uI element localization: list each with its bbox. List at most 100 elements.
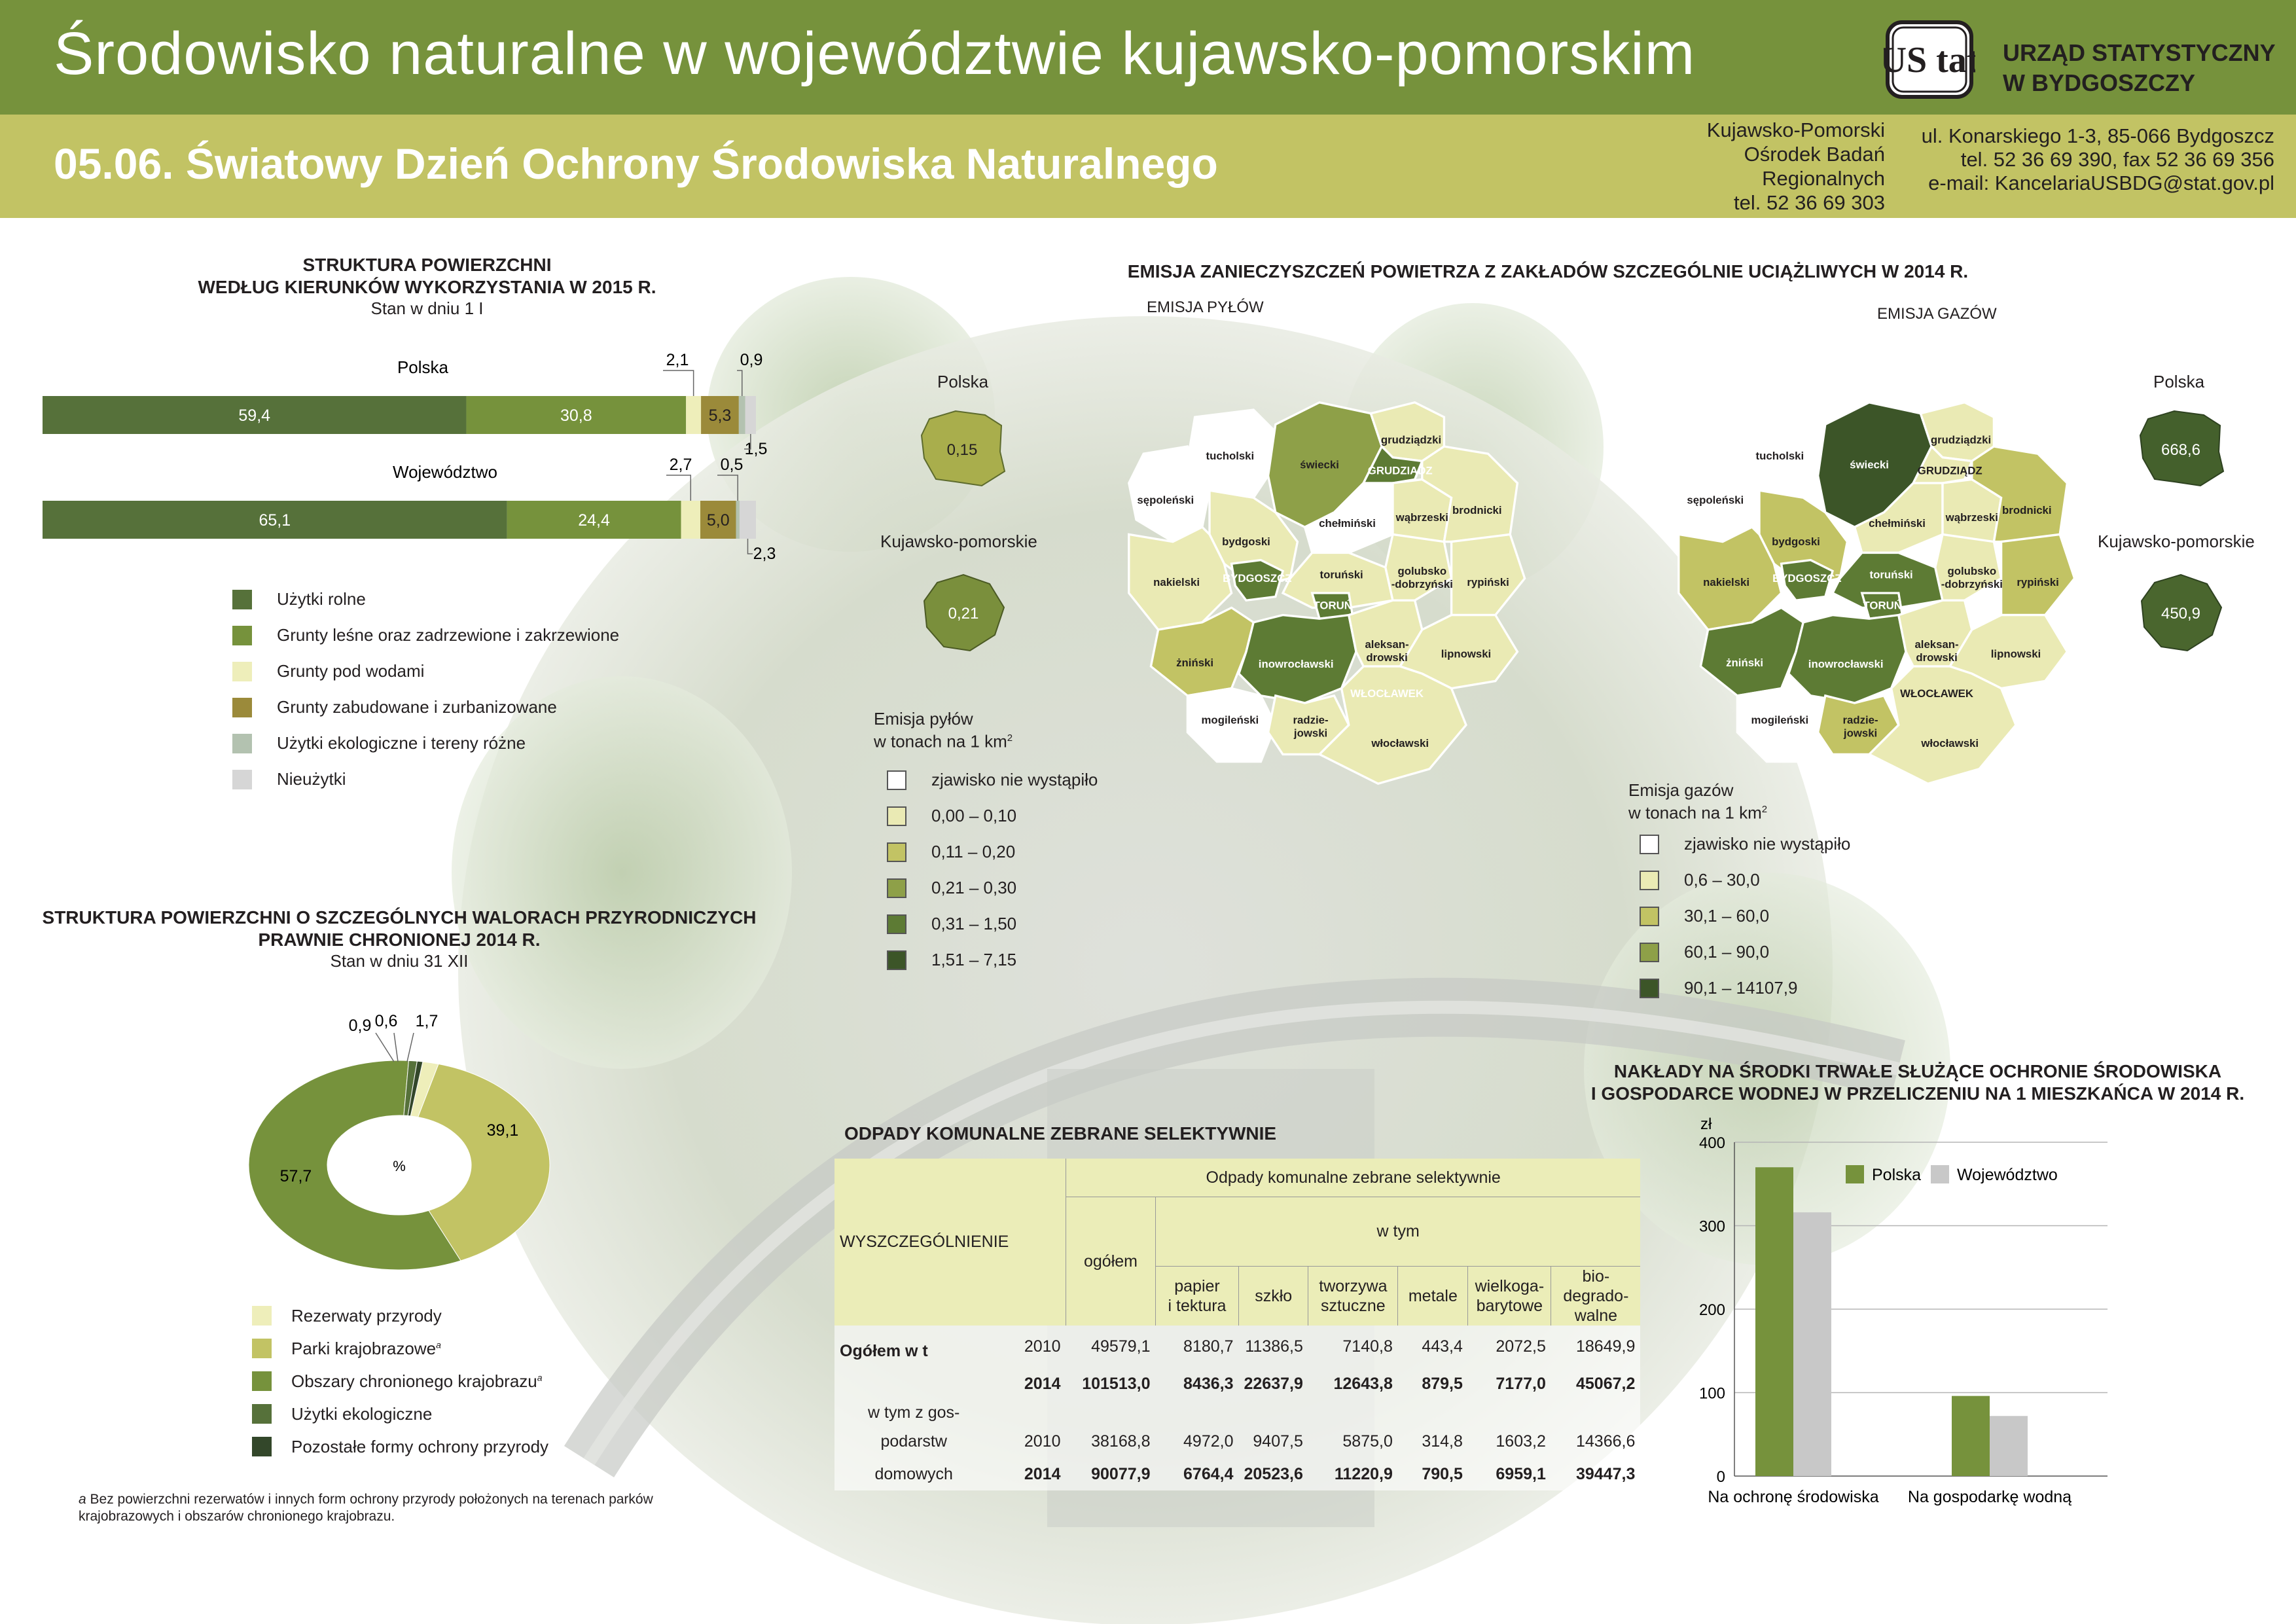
legend-label: 0,31 – 1,50 xyxy=(931,914,1017,933)
land-use-legend: Użytki rolne Grunty leśne oraz zadrzewion… xyxy=(232,581,619,797)
donut-slice xyxy=(418,1063,550,1261)
leader-line xyxy=(744,434,751,450)
table-stub-header: WYSZCZEGÓLNIENIE xyxy=(834,1159,1066,1326)
expenditure-title-l1: NAKŁADY NA ŚRODKI TRWAŁE SŁUŻĄCE OCHRONI… xyxy=(1613,1061,2222,1081)
legend-swatch xyxy=(1931,1165,1949,1183)
bar-segment xyxy=(739,501,756,539)
county-label: jowski xyxy=(1843,727,1877,740)
table-row-year: 2014 xyxy=(1024,1464,1061,1483)
legend-swatch xyxy=(252,1371,272,1391)
table-header-row: WYSZCZEGÓLNIENIE Odpady komunalne zebrane… xyxy=(834,1159,1641,1326)
table-cell xyxy=(1308,1400,1398,1425)
county-label: żniński xyxy=(1176,657,1213,669)
legend-item: Obszary chronionego krajobrazua xyxy=(252,1365,548,1398)
bar-segment xyxy=(745,396,756,434)
county-label: lipnowski xyxy=(1441,648,1491,660)
table-cell xyxy=(1551,1400,1641,1425)
legend-label: Nieużytki xyxy=(277,769,346,789)
waste-table: WYSZCZEGÓLNIENIE Odpady komunalne zebrane… xyxy=(834,1159,1641,1490)
legend-swatch xyxy=(1640,942,1659,962)
table-row-year: 2014 xyxy=(1024,1374,1061,1393)
bar-value-label: 2,1 xyxy=(666,351,689,369)
county-label: radzie- xyxy=(1293,713,1329,726)
table-cell: 443,4 xyxy=(1422,1337,1463,1356)
table-cell xyxy=(1468,1400,1551,1425)
county-area[interactable] xyxy=(1318,665,1467,785)
table-total-header: ogółem xyxy=(1066,1197,1156,1326)
donut-value-label: 1,7 xyxy=(416,1012,439,1030)
table-cell: 790,5 xyxy=(1422,1464,1463,1483)
county-label: golubsko xyxy=(1948,565,1997,577)
table-cell: 39447,3 xyxy=(1576,1464,1636,1483)
regional-center: Kujawsko-Pomorski Ośrodek Badań Regional… xyxy=(1669,118,1885,215)
county-label: sępoleński xyxy=(1137,494,1194,506)
bar-segment xyxy=(43,396,467,434)
y-tick-label: 400 xyxy=(1699,1134,1725,1152)
expenditure-title: NAKŁADY NA ŚRODKI TRWAŁE SŁUŻĄCE OCHRONI… xyxy=(1584,1060,2251,1105)
dust-polska-label: Polska xyxy=(937,372,989,391)
legend-swatch xyxy=(1846,1165,1864,1183)
gas-map-label: EMISJA GAZÓW xyxy=(1877,305,1997,323)
table-cell: 314,8 xyxy=(1422,1432,1463,1451)
county-area[interactable] xyxy=(2000,533,2076,617)
county-label: wąbrzeski xyxy=(1395,511,1448,524)
legend-item: Użytki rolne xyxy=(232,581,619,617)
bar-value-label: 0,5 xyxy=(721,456,744,474)
email-line[interactable]: e-mail: KancelariaUSBDG@stat.gov.pl xyxy=(1928,171,2274,194)
legend-item: Użytki ekologiczne xyxy=(252,1398,548,1430)
county-area[interactable] xyxy=(1450,533,1526,617)
dust-legend-sup: 2 xyxy=(1007,732,1013,744)
legend-swatch xyxy=(887,878,906,898)
legend-label: Grunty leśne oraz zadrzewione i zakrzewi… xyxy=(277,625,620,645)
county-area[interactable] xyxy=(1736,687,1827,763)
county-area[interactable] xyxy=(1867,665,2017,785)
county-label: mogileński xyxy=(1202,713,1259,726)
county-label: lipnowski xyxy=(1991,648,2041,660)
office-name: URZĄD STATYSTYCZNY W BYDGOSZCZY xyxy=(2003,38,2276,98)
donut-slice xyxy=(407,1060,423,1117)
county-area[interactable] xyxy=(1230,558,1284,602)
county-area[interactable] xyxy=(1186,687,1277,763)
footnote-mark: a xyxy=(79,1492,86,1507)
y-tick-label: 300 xyxy=(1699,1218,1725,1236)
table-cell: 18649,9 xyxy=(1576,1337,1636,1356)
table-row-year xyxy=(993,1400,1066,1425)
bar xyxy=(1990,1416,2028,1476)
county-label: -dobrzyński xyxy=(1941,578,2003,590)
table-cell: 5875,0 xyxy=(1342,1432,1393,1451)
gas-legend: zjawisko nie wystąpiło 0,6 – 30,0 30,1 – 6… xyxy=(1640,826,1850,1006)
table-column-header: wielkoga-barytowe xyxy=(1467,1266,1552,1326)
table-cell xyxy=(1156,1400,1239,1425)
region-shape-gas: 450,9 xyxy=(2140,573,2223,652)
legend-label: Grunty pod wodami xyxy=(277,661,425,681)
legend-label: Polska xyxy=(1872,1166,1921,1184)
legend-item: Pozostałe formy ochrony przyrody xyxy=(252,1430,548,1463)
county-label: TORUŃ xyxy=(1313,600,1352,612)
county-area[interactable] xyxy=(1677,526,1783,631)
expenditure-chart: zł 0 100 200 300 400 Na ochronę środowiska Na g… xyxy=(1699,1115,2108,1506)
bar-value-label: 5,3 xyxy=(709,406,732,425)
donut-center-label: % xyxy=(393,1158,406,1174)
dust-polska-value: 0,15 xyxy=(947,441,978,459)
county-label: świecki xyxy=(1850,459,1889,471)
legend-item: 0,11 – 0,20 xyxy=(887,834,1098,870)
expenditure-title-l2: I GOSPODARCE WODNEJ W PRZELICZENIU NA 1 … xyxy=(1590,1083,2245,1104)
county-label: włocławski xyxy=(1371,737,1429,749)
table-cell: 6764,4 xyxy=(1183,1464,1234,1483)
county-label: mogileński xyxy=(1751,713,1809,726)
table-cell xyxy=(1239,1400,1308,1425)
county-label: nakielski xyxy=(1703,576,1749,588)
legend-swatch xyxy=(1640,834,1659,854)
county-label: chełmiński xyxy=(1319,517,1376,530)
dust-region-value: 0,21 xyxy=(948,605,979,623)
bar-segment xyxy=(736,501,740,539)
legend-label: 60,1 – 90,0 xyxy=(1684,942,1770,962)
bar-segment xyxy=(686,396,702,434)
waste-title: ODPADY KOMUNALNE ZEBRANE SELEKTYWNIE xyxy=(844,1123,1277,1144)
county-area[interactable] xyxy=(1128,526,1233,631)
county-label: TORUŃ xyxy=(1863,600,1901,612)
table-row: domowych 2014 90077,9 6764,4 20523,6 11220,9 7… xyxy=(834,1458,1641,1490)
gas-legend-sup: 2 xyxy=(1761,804,1768,815)
county-area[interactable] xyxy=(1780,558,1834,602)
table-cell: 8436,3 xyxy=(1183,1374,1234,1393)
